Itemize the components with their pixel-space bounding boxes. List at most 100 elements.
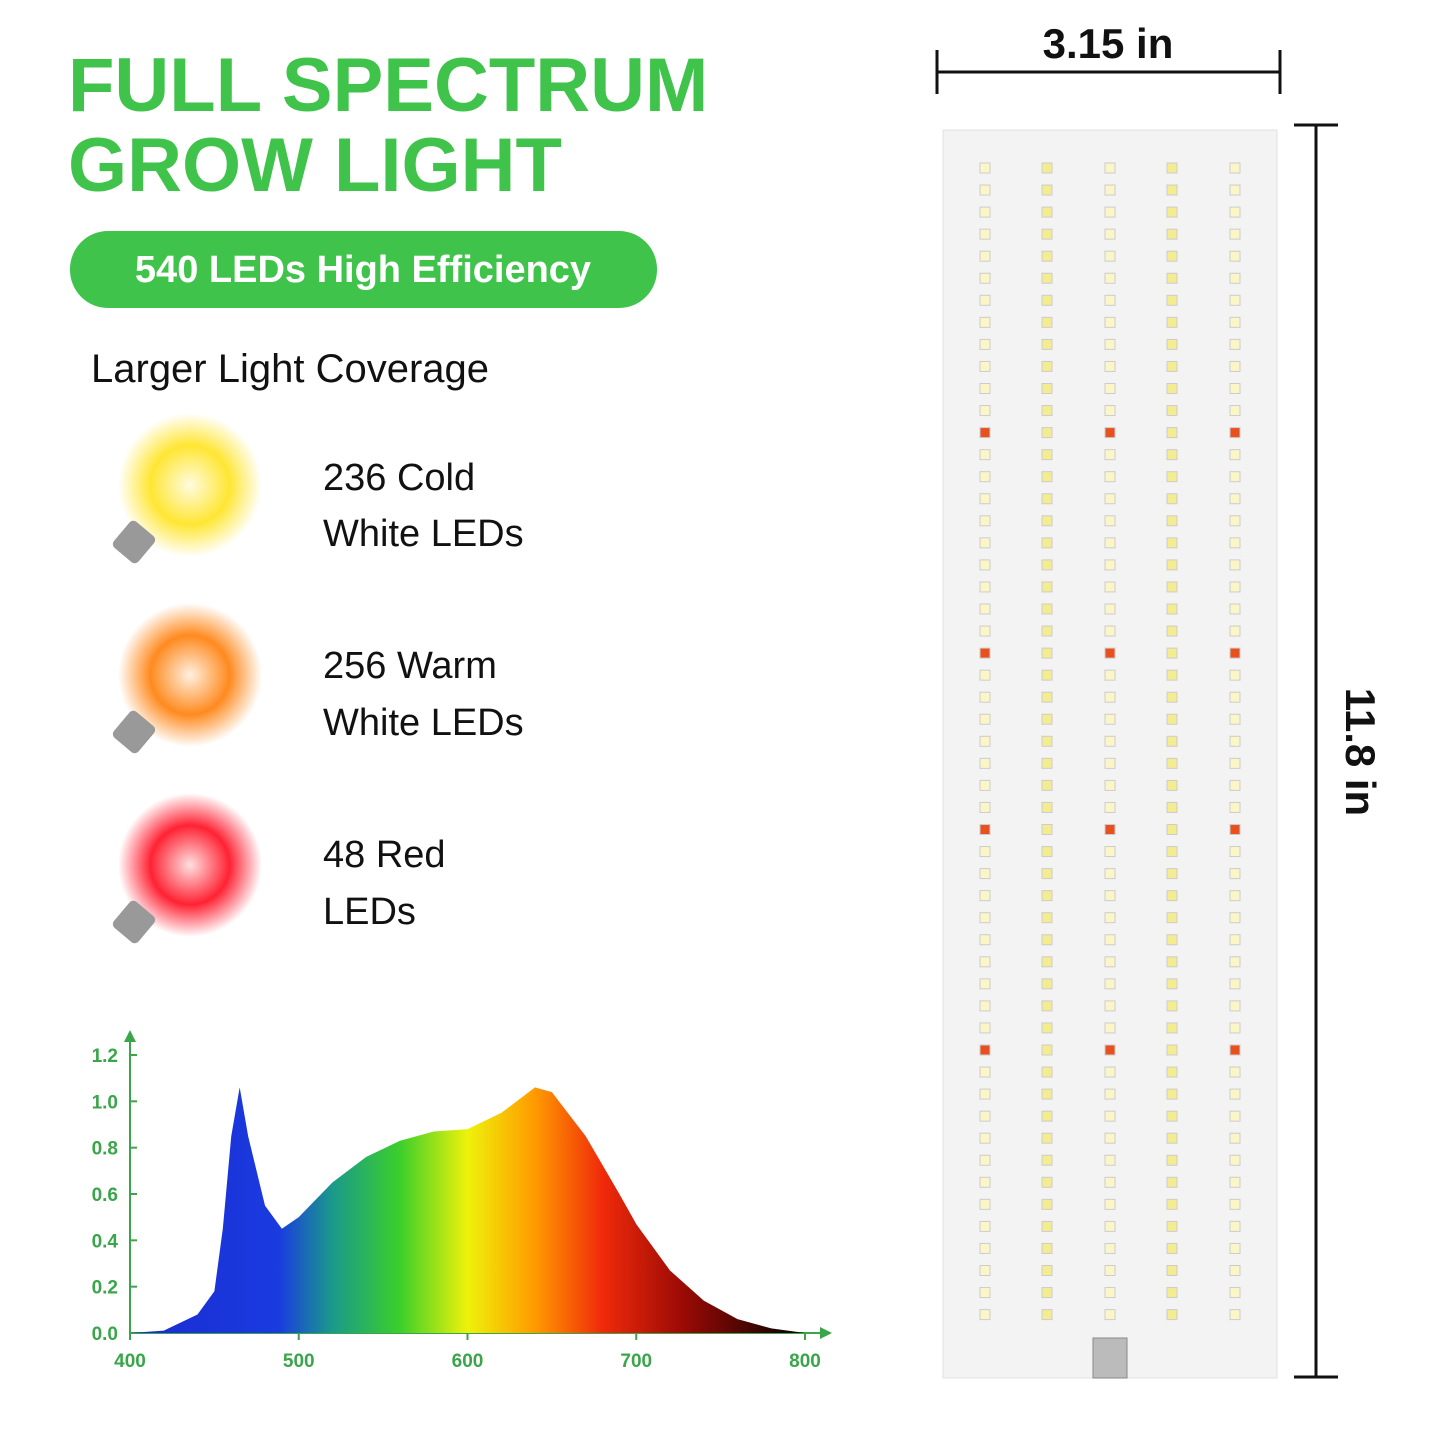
led [1229,1000,1241,1012]
led [1041,1242,1053,1254]
bulb [112,413,262,564]
led [979,228,991,240]
led [1041,360,1053,372]
led [1229,603,1241,615]
x-tick-label: 800 [789,1351,821,1372]
led [1041,316,1053,328]
led-grid [979,162,1241,1321]
led [1166,338,1178,350]
led [1104,1022,1116,1034]
led [1166,1242,1178,1254]
led [979,1022,991,1034]
led [979,779,991,791]
led [1229,1132,1241,1144]
led [979,1044,991,1056]
led [1104,316,1116,328]
led [1229,956,1241,968]
led [1104,1066,1116,1078]
led [1104,471,1116,483]
led [1041,228,1053,240]
y-tick-label: 0.6 [92,1185,118,1206]
led [1041,691,1053,703]
led [1166,1154,1178,1166]
led [1229,360,1241,372]
led [979,1000,991,1012]
led [1229,1242,1241,1254]
led [979,956,991,968]
led [1229,934,1241,946]
led [1104,1176,1116,1188]
led [1041,735,1053,747]
led [1104,294,1116,306]
led [979,1132,991,1144]
led [1166,515,1178,527]
badge: 540 LEDs High Efficiency [135,249,591,291]
led [979,1242,991,1254]
led [1229,294,1241,306]
led [1229,912,1241,924]
led [1104,449,1116,461]
led [1104,162,1116,174]
led [1229,1198,1241,1210]
y-tick-label: 0.0 [92,1324,118,1345]
led [1166,868,1178,880]
led [1041,1220,1053,1232]
led [1166,1220,1178,1232]
led [1166,801,1178,813]
led [1166,449,1178,461]
led [1229,735,1241,747]
led [1229,1309,1241,1321]
led [1041,713,1053,725]
led [979,1176,991,1188]
led [1166,1265,1178,1276]
led [979,1066,991,1078]
led [1104,1198,1116,1210]
badge-bg [70,231,657,308]
led [979,1265,991,1276]
led [1104,1132,1116,1144]
led [1166,1287,1178,1299]
led [1229,824,1241,835]
item-text: 256 Warm [323,645,497,687]
led [1104,625,1116,637]
led [979,1309,991,1321]
led [1166,1000,1178,1012]
led [1166,1088,1178,1100]
led [1041,1198,1053,1210]
led [1041,294,1053,306]
led [1041,493,1053,505]
led [1166,294,1178,306]
led [1166,581,1178,593]
led [1041,779,1053,791]
led [1041,647,1053,659]
led [1041,1066,1053,1078]
led [1166,978,1178,990]
led [979,735,991,747]
led [1041,1132,1053,1144]
led [1104,206,1116,218]
x-arrow [820,1327,832,1339]
led [1041,559,1053,571]
led [979,162,991,174]
led [979,603,991,615]
led [1104,1154,1116,1166]
led [1041,206,1053,218]
led [979,294,991,306]
led [1229,1154,1241,1166]
led [1104,360,1116,372]
led [1041,934,1053,946]
led [1229,471,1241,483]
led [979,669,991,681]
led [1104,228,1116,240]
led [979,272,991,284]
y-tick-label: 0.2 [92,1278,118,1299]
led [1104,1088,1116,1100]
led [1041,537,1053,549]
led [1229,1220,1241,1232]
led [1166,846,1178,858]
led [1229,493,1241,505]
led [979,912,991,924]
led [1229,338,1241,350]
led [1166,691,1178,703]
